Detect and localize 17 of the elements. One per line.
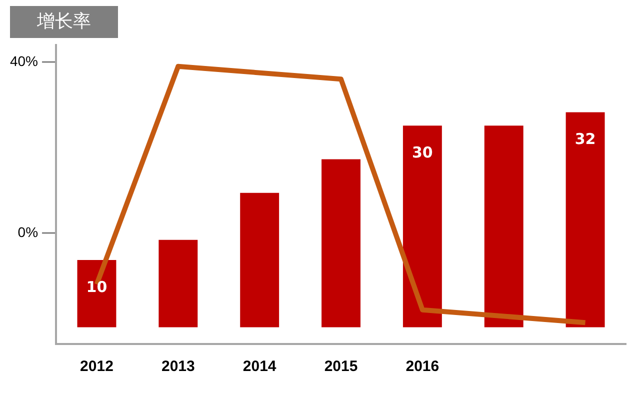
bar — [322, 159, 360, 328]
data-label: 10 — [86, 278, 108, 296]
bar — [240, 192, 280, 328]
x-tick-label: 2014 — [242, 358, 277, 376]
data-label: 30 — [412, 144, 433, 162]
x-tick-label: 2013 — [161, 358, 195, 376]
x-tick-label: 2015 — [324, 358, 358, 376]
y-axis-title: 增长率 — [10, 6, 118, 38]
bar — [484, 126, 524, 328]
x-tick-label: 2016 — [406, 358, 440, 376]
y-tick-label: 0% — [18, 224, 38, 240]
bar — [566, 112, 605, 328]
x-tick-label: 2012 — [80, 358, 114, 376]
y-tick-label: 40% — [10, 52, 38, 69]
data-label: 32 — [574, 130, 596, 148]
bar — [158, 240, 198, 328]
bar — [402, 126, 442, 328]
